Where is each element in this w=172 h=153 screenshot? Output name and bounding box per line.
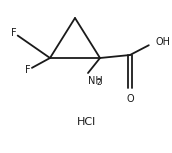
Text: F: F [11, 28, 17, 38]
Text: F: F [25, 65, 31, 75]
Text: 2: 2 [96, 78, 101, 87]
Text: O: O [126, 94, 134, 104]
Text: OH: OH [155, 37, 170, 47]
Text: NH: NH [88, 76, 103, 86]
Text: HCl: HCl [76, 117, 96, 127]
